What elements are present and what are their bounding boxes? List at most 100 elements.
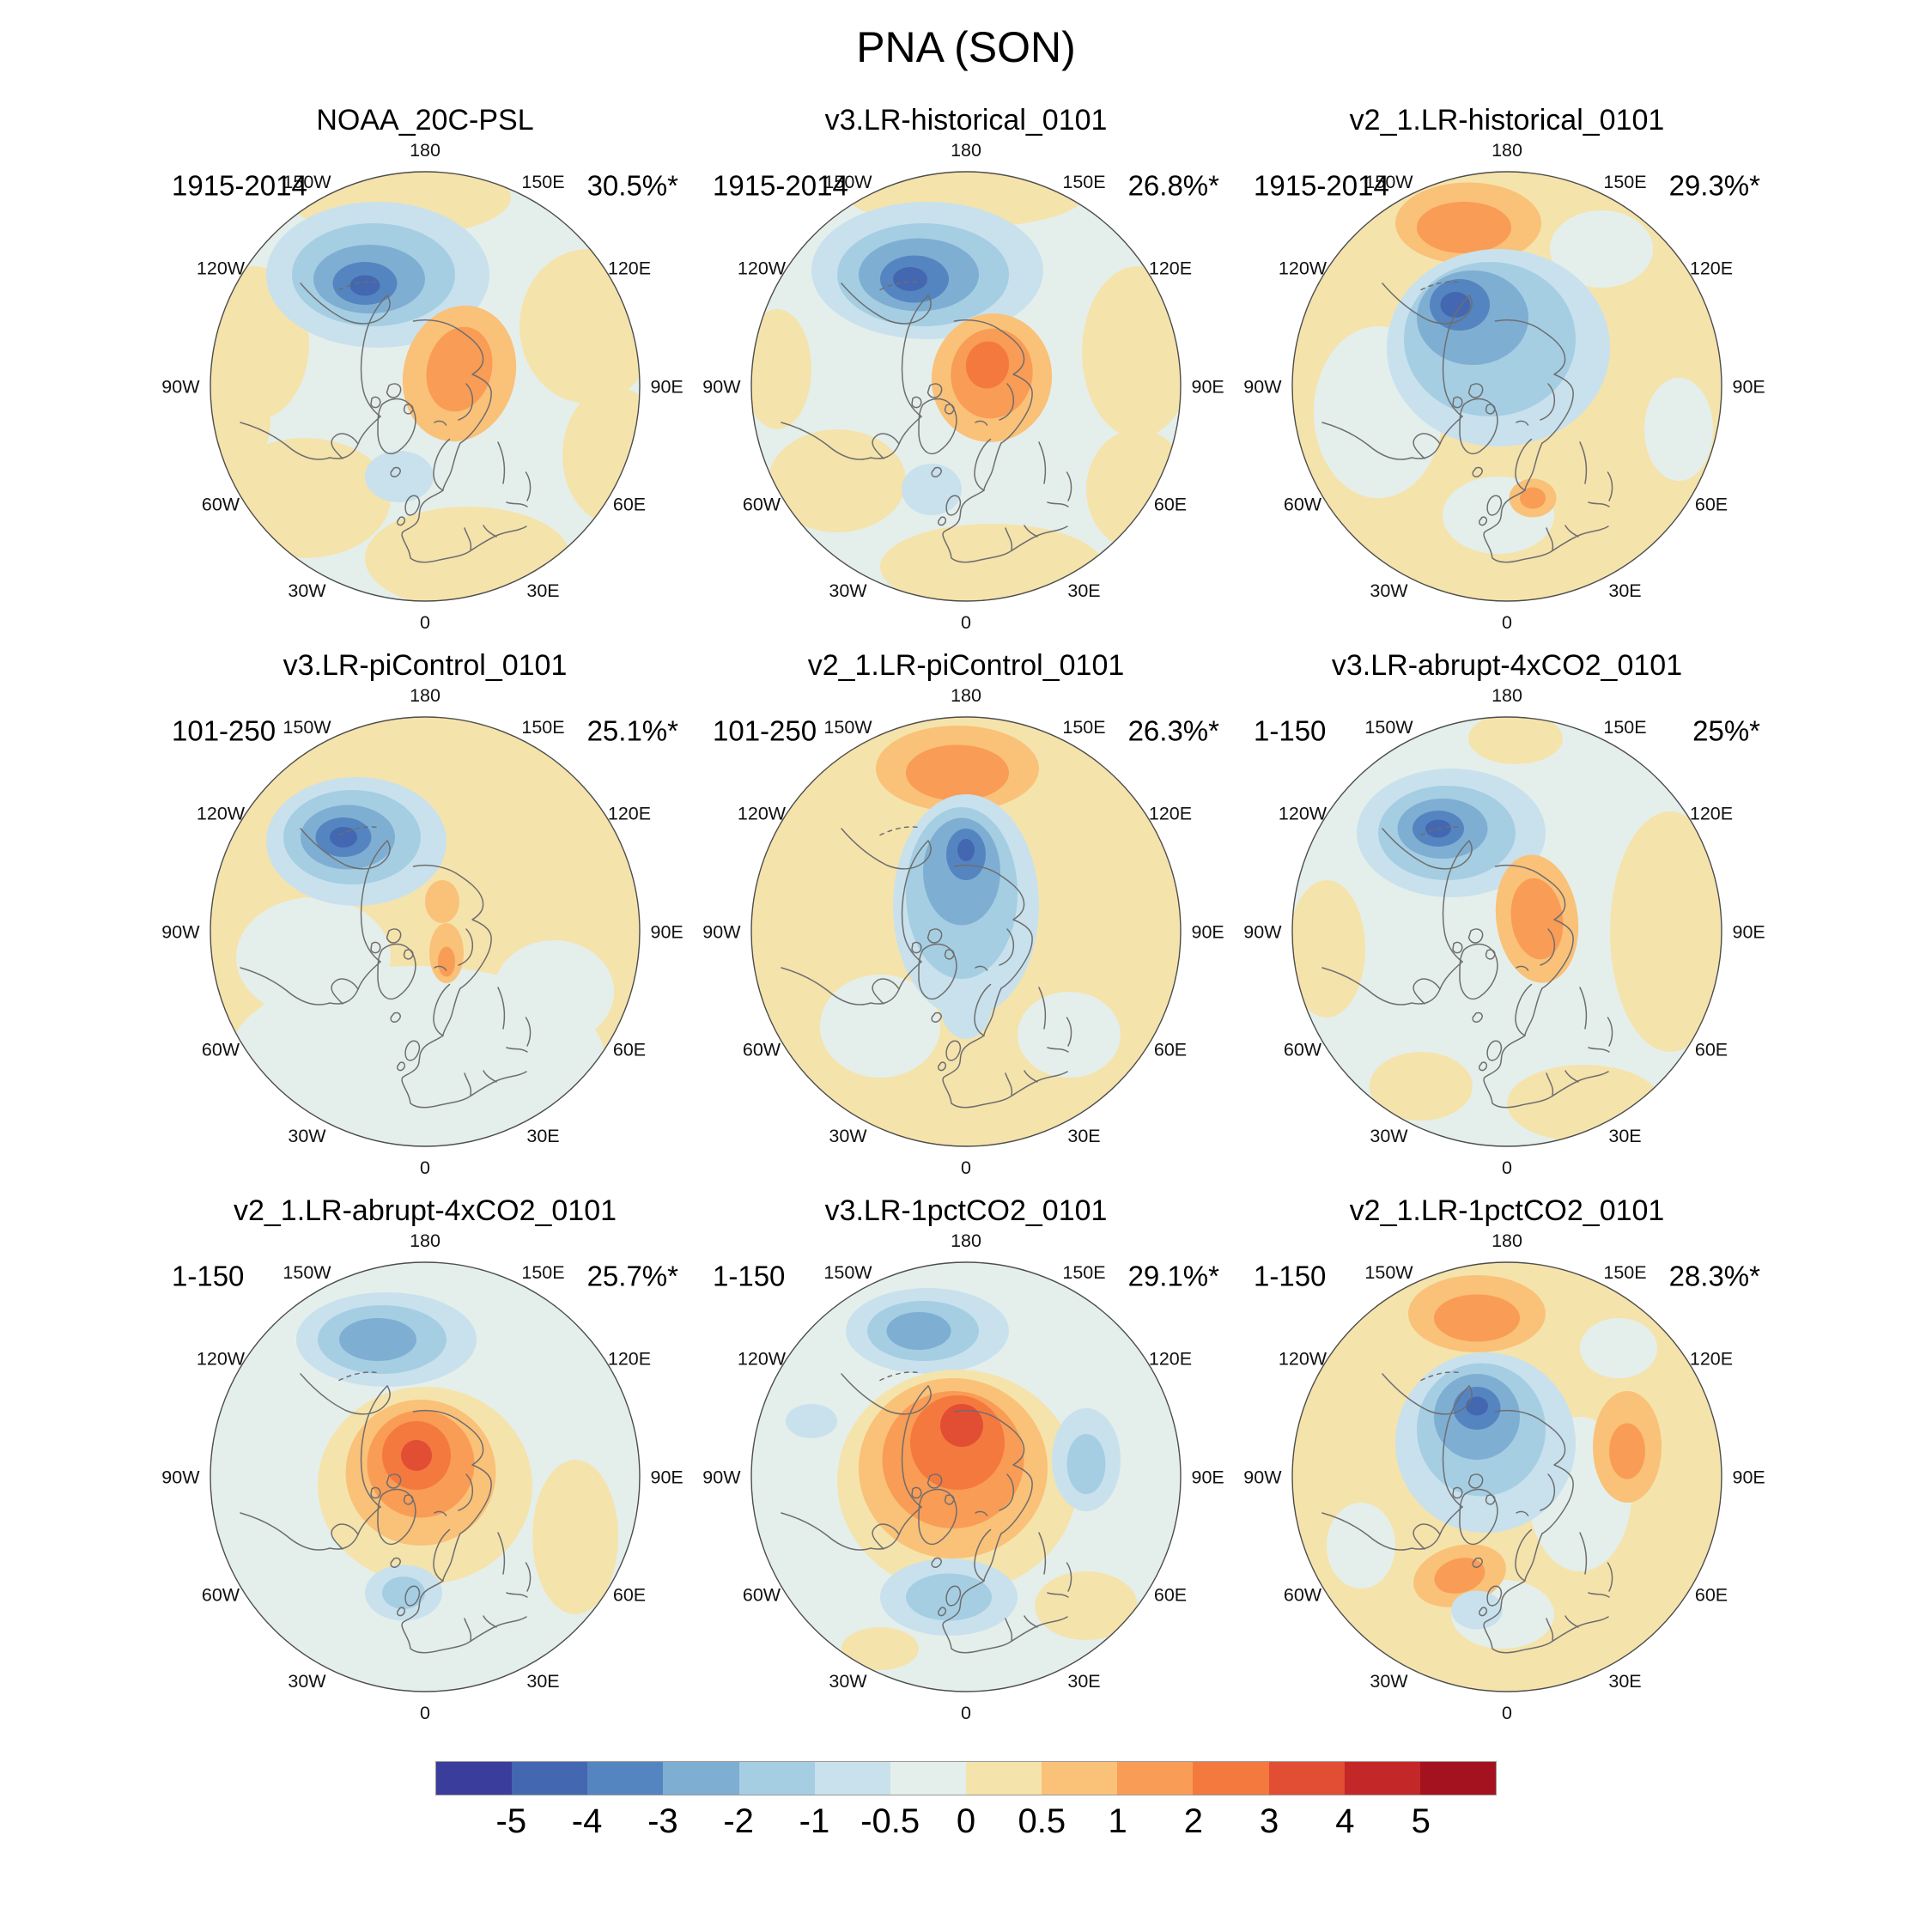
- anomaly-blob: [906, 744, 1009, 801]
- longitude-label: 120W: [197, 258, 246, 279]
- anomaly-blob: [382, 1577, 425, 1609]
- coastline: [434, 965, 447, 971]
- coastline: [1524, 1533, 1543, 1581]
- coastline: [945, 1585, 962, 1607]
- longitude-label: 120E: [1149, 804, 1192, 824]
- coastline: [1472, 1557, 1483, 1568]
- coastline: [1382, 828, 1473, 870]
- coastline: [1494, 864, 1574, 989]
- longitude-label: 60E: [613, 495, 646, 515]
- panel-title: NOAA_20C-PSL: [316, 104, 534, 137]
- coastline: [506, 1017, 532, 1053]
- coastline: [370, 941, 381, 954]
- colorbar-segment: [1193, 1762, 1269, 1795]
- longitude-label: 150E: [1603, 717, 1646, 738]
- longitude-label: 90W: [702, 1467, 741, 1488]
- anomaly-blob: [426, 326, 493, 412]
- longitude-label: 150W: [1364, 717, 1413, 738]
- panel-title: v3.LR-historical_0101: [824, 104, 1108, 137]
- panel-title: v2_1.LR-1pctCO2_0101: [1349, 1194, 1665, 1227]
- anomaly-blob: [940, 970, 992, 1039]
- longitude-label: 150E: [1062, 1262, 1105, 1283]
- panel-period: 1-150: [1254, 1261, 1326, 1292]
- longitude-label: 30E: [526, 1671, 559, 1692]
- coastline: [1478, 1607, 1488, 1617]
- coastline: [1516, 420, 1529, 426]
- coastline: [983, 442, 1002, 490]
- longitude-label: 30E: [1067, 1671, 1100, 1692]
- anomaly-blob: [893, 267, 927, 291]
- colorbar-tick: -2: [723, 1802, 754, 1840]
- coastline: [1038, 1532, 1047, 1575]
- longitude-label: 90W: [1243, 922, 1282, 943]
- longitude-label: 60W: [743, 495, 781, 515]
- coastline: [331, 978, 359, 1005]
- longitude-label: 60W: [1284, 495, 1322, 515]
- coastline: [1478, 516, 1488, 526]
- longitude-label: 30W: [288, 1126, 326, 1146]
- panel-period: 101-250: [172, 715, 276, 747]
- polar-map: 180 150E 120E 90E 60E 30E 0 30W 60W 90W 120W 150W 1…: [702, 685, 1224, 1178]
- longitude-label: 30E: [1067, 580, 1100, 601]
- anomaly-blob: [1292, 880, 1365, 1018]
- coastline: [458, 383, 474, 421]
- anomaly-blob: [1451, 1590, 1503, 1630]
- coastline: [901, 840, 929, 963]
- coastline: [974, 983, 992, 1036]
- coastline: [1485, 404, 1496, 415]
- longitude-label: 120W: [1279, 1349, 1327, 1370]
- anomaly-blob: [1434, 1294, 1520, 1342]
- coastline: [927, 383, 943, 398]
- coastline: [841, 283, 932, 325]
- coastline: [942, 1035, 1068, 1109]
- coastline: [937, 516, 947, 526]
- longitude-label: 150W: [283, 1262, 331, 1283]
- polar-map: 180 150E 120E 90E 60E 30E 0 30W 60W 90W 120W 150W 1…: [1243, 685, 1765, 1178]
- coastline: [1472, 466, 1483, 477]
- coastline: [331, 1523, 359, 1550]
- longitude-label: 30W: [288, 1671, 326, 1692]
- panel-period: 1-150: [713, 1261, 785, 1292]
- coastline: [390, 1557, 401, 1568]
- coastline: [1486, 1040, 1503, 1061]
- panel-variance: 28.3%*: [1669, 1261, 1761, 1292]
- longitude-label: 180: [951, 140, 981, 161]
- coastline: [403, 404, 414, 415]
- coastline: [1321, 961, 1463, 1005]
- longitude-label: 60E: [613, 1585, 646, 1606]
- anomaly-blob: [1082, 266, 1181, 438]
- coastline: [983, 1533, 1002, 1581]
- colorbar-tick: 5: [1411, 1802, 1431, 1840]
- anomaly-blob: [1035, 1571, 1138, 1640]
- map-outline: [1291, 716, 1722, 1147]
- panel-variance: 26.3%*: [1128, 715, 1220, 747]
- polar-map: 180 150E 120E 90E 60E 30E 0 30W 60W 90W 120W 150W 1…: [1243, 140, 1765, 633]
- anomaly-blob: [494, 940, 614, 1043]
- colorbar-tick: -3: [647, 1802, 678, 1840]
- coastline: [497, 441, 506, 484]
- coastline: [1452, 396, 1463, 409]
- longitude-label: 90W: [1243, 377, 1282, 398]
- anomaly-blob: [1440, 292, 1471, 318]
- longitude-label: 150W: [1364, 172, 1413, 192]
- longitude-label: 30E: [1608, 580, 1641, 601]
- colorbar-tick: 3: [1260, 1802, 1279, 1840]
- colorbar-tick: -5: [495, 1802, 527, 1840]
- longitude-label: 150E: [1062, 172, 1105, 192]
- coastline: [1005, 1615, 1038, 1641]
- coastline: [464, 1070, 497, 1096]
- coastline: [396, 1061, 406, 1072]
- coastline-dashed: [1420, 1371, 1463, 1382]
- coastline: [944, 1494, 955, 1505]
- longitude-label: 60E: [1695, 1585, 1728, 1606]
- coastline: [396, 516, 406, 526]
- coastline: [944, 404, 955, 415]
- anomaly-blob: [820, 975, 940, 1078]
- coastline: [918, 943, 957, 1000]
- longitude-label: 0: [420, 1703, 430, 1723]
- coastline: [942, 1580, 1068, 1654]
- anomaly-blob: [1580, 1318, 1657, 1378]
- coastline: [1579, 441, 1588, 484]
- coastline: [901, 295, 929, 417]
- panel-variance: 25.7%*: [587, 1261, 679, 1292]
